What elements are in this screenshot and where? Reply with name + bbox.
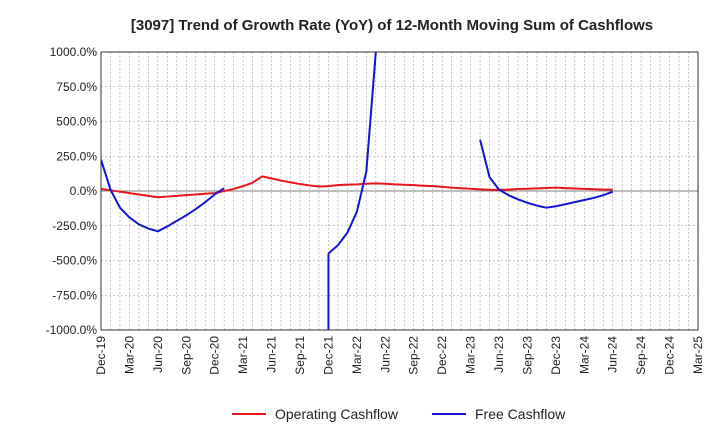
x-tick-label: Dec-21: [321, 336, 335, 375]
series-line-free-cashflow: [327, 52, 377, 255]
y-tick-label: 750.0%: [56, 80, 97, 94]
x-tick-label: Dec-23: [549, 336, 563, 375]
series-line-free-cashflow: [479, 139, 614, 209]
series-line-free-cashflow: [101, 159, 225, 233]
plot-frame: [100, 51, 699, 331]
legend-label: Free Cashflow: [475, 406, 566, 422]
x-tick-label: Sep-23: [520, 336, 534, 375]
y-tick-label: -1000.0%: [46, 323, 98, 337]
x-tick-label: Dec-24: [663, 336, 677, 375]
series-layer: [101, 52, 614, 330]
plot-area: 1000.0% 750.0% 500.0% 250.0% 0.0% -250.0% -500…: [46, 45, 705, 375]
x-tick-label: Sep-22: [407, 336, 421, 375]
y-tick-label: 250.0%: [56, 149, 97, 163]
x-tick-label: Sep-21: [293, 336, 307, 375]
y-tick-label: 1000.0%: [50, 45, 98, 59]
x-tick-label: Mar-21: [236, 336, 250, 374]
x-tick-label: Jun-23: [492, 336, 506, 373]
x-tick-label: Mar-23: [464, 336, 478, 374]
y-tick-label: 500.0%: [56, 115, 97, 129]
x-tick-label: Mar-20: [122, 336, 136, 374]
x-tick-label: Jun-20: [151, 336, 165, 373]
chart-title: [3097] Trend of Growth Rate (YoY) of 12-…: [131, 17, 653, 34]
x-tick-label: Mar-25: [691, 336, 705, 374]
x-tick-label: Dec-19: [94, 336, 108, 375]
y-tick-label: -250.0%: [52, 219, 97, 233]
x-tick-label: Sep-20: [179, 336, 193, 375]
x-tick-label: Jun-24: [606, 336, 620, 373]
x-tick-label: Sep-24: [634, 336, 648, 375]
y-tick-label: -750.0%: [52, 288, 97, 302]
y-tick-label: -500.0%: [52, 254, 97, 268]
x-tick-label: Mar-22: [350, 336, 364, 374]
x-tick-label: Mar-24: [577, 336, 591, 374]
y-tick-label: 0.0%: [70, 184, 98, 198]
x-tick-label: Jun-21: [265, 336, 279, 373]
x-tick-label: Jun-22: [378, 336, 392, 373]
legend: Operating Cashflow Free Cashflow: [232, 406, 566, 422]
x-tick-label: Dec-20: [208, 336, 222, 375]
series-line-operating-cashflow: [101, 175, 613, 199]
x-tick-label: Dec-22: [435, 336, 449, 375]
legend-label: Operating Cashflow: [275, 406, 399, 422]
